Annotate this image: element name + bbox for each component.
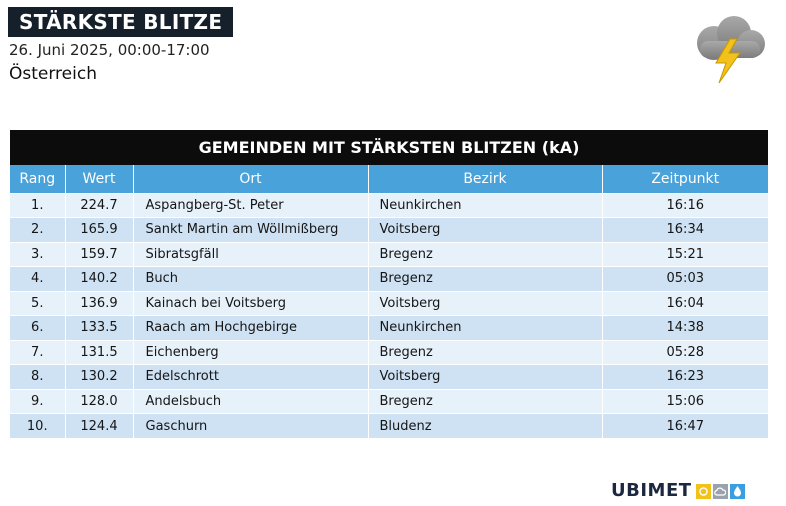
cell-zeitpunkt: 14:38 <box>602 315 768 340</box>
cell-wert: 133.5 <box>65 315 134 340</box>
cell-bezirk: Bregenz <box>368 388 603 414</box>
cell-bezirk: Voitsberg <box>368 364 603 389</box>
cell-wert: 159.7 <box>65 241 134 267</box>
table-row: 5. 136.9 Kainach bei Voitsberg Voitsberg 16:… <box>10 290 768 316</box>
cell-zeitpunkt: 16:16 <box>602 192 768 218</box>
cloud-icon <box>712 483 728 499</box>
cell-rang: 10. <box>10 413 66 438</box>
cell-ort: Aspangberg-St. Peter <box>133 192 369 218</box>
cell-wert: 131.5 <box>65 339 134 365</box>
cell-wert: 224.7 <box>65 192 134 218</box>
cell-zeitpunkt: 05:03 <box>602 266 768 291</box>
cell-ort: Edelschrott <box>133 364 369 389</box>
cell-zeitpunkt: 05:28 <box>602 339 768 365</box>
cell-zeitpunkt: 16:23 <box>602 364 768 389</box>
cell-rang: 6. <box>10 315 66 340</box>
cell-wert: 136.9 <box>65 290 134 316</box>
cell-zeitpunkt: 16:34 <box>602 217 768 242</box>
cell-rang: 4. <box>10 266 66 291</box>
sun-icon <box>695 483 711 499</box>
thunderstorm-cloud-icon <box>690 13 768 85</box>
cell-rang: 7. <box>10 339 66 365</box>
column-header-rang: Rang <box>10 165 66 193</box>
cell-bezirk: Voitsberg <box>368 217 603 242</box>
column-header-zeitpunkt: Zeitpunkt <box>602 165 768 193</box>
cell-zeitpunkt: 16:47 <box>602 413 768 438</box>
table-row: 4. 140.2 Buch Bregenz 05:03 <box>10 266 768 291</box>
column-header-bezirk: Bezirk <box>368 165 603 193</box>
cell-ort: Buch <box>133 266 369 291</box>
cell-rang: 8. <box>10 364 66 389</box>
cell-bezirk: Neunkirchen <box>368 192 603 218</box>
table-row: 1. 224.7 Aspangberg-St. Peter Neunkirchen 16… <box>10 192 768 218</box>
cell-zeitpunkt: 15:21 <box>602 241 768 267</box>
cell-ort: Gaschurn <box>133 413 369 438</box>
lightning-table: GEMEINDEN MIT STÄRKSTEN BLITZEN (kA) Ran… <box>10 130 768 438</box>
cell-wert: 165.9 <box>65 217 134 242</box>
table-row: 2. 165.9 Sankt Martin am Wöllmißberg Voitsb… <box>10 217 768 242</box>
cell-zeitpunkt: 16:04 <box>602 290 768 316</box>
cell-bezirk: Neunkirchen <box>368 315 603 340</box>
raindrop-icon <box>729 483 745 499</box>
cell-wert: 130.2 <box>65 364 134 389</box>
cell-bezirk: Voitsberg <box>368 290 603 316</box>
cell-bezirk: Bludenz <box>368 413 603 438</box>
cell-rang: 2. <box>10 217 66 242</box>
cell-rang: 3. <box>10 241 66 267</box>
logo-text: UBIMET <box>611 480 692 501</box>
table-row: 3. 159.7 Sibratsgfäll Bregenz 15:21 <box>10 241 768 267</box>
cell-wert: 124.4 <box>65 413 134 438</box>
cell-ort: Sibratsgfäll <box>133 241 369 267</box>
cell-bezirk: Bregenz <box>368 339 603 365</box>
cell-ort: Kainach bei Voitsberg <box>133 290 369 316</box>
date-range: 26. Juni 2025, 00:00-17:00 <box>9 41 210 59</box>
ubimet-logo: UBIMET <box>611 481 745 501</box>
table-row: 8. 130.2 Edelschrott Voitsberg 16:23 <box>10 364 768 389</box>
cell-ort: Eichenberg <box>133 339 369 365</box>
cell-bezirk: Bregenz <box>368 241 603 267</box>
table-row: 7. 131.5 Eichenberg Bregenz 05:28 <box>10 339 768 365</box>
table-row: 9. 128.0 Andelsbuch Bregenz 15:06 <box>10 388 768 414</box>
page-title: STÄRKSTE BLITZE <box>8 7 234 37</box>
column-header-ort: Ort <box>133 165 369 193</box>
cell-wert: 128.0 <box>65 388 134 414</box>
cell-bezirk: Bregenz <box>368 266 603 291</box>
cell-rang: 5. <box>10 290 66 316</box>
cell-wert: 140.2 <box>65 266 134 291</box>
column-header-wert: Wert <box>65 165 134 193</box>
cell-rang: 9. <box>10 388 66 414</box>
cell-ort: Raach am Hochgebirge <box>133 315 369 340</box>
region-label: Österreich <box>9 64 97 84</box>
column-header-row: Rang Wert Ort Bezirk Zeitpunkt <box>10 165 768 193</box>
cell-rang: 1. <box>10 192 66 218</box>
table-row: 10. 124.4 Gaschurn Bludenz 16:47 <box>10 413 768 438</box>
table-caption: GEMEINDEN MIT STÄRKSTEN BLITZEN (kA) <box>10 130 768 165</box>
cell-zeitpunkt: 15:06 <box>602 388 768 414</box>
cell-ort: Sankt Martin am Wöllmißberg <box>133 217 369 242</box>
table-row: 6. 133.5 Raach am Hochgebirge Neunkirchen 14… <box>10 315 768 340</box>
cell-ort: Andelsbuch <box>133 388 369 414</box>
